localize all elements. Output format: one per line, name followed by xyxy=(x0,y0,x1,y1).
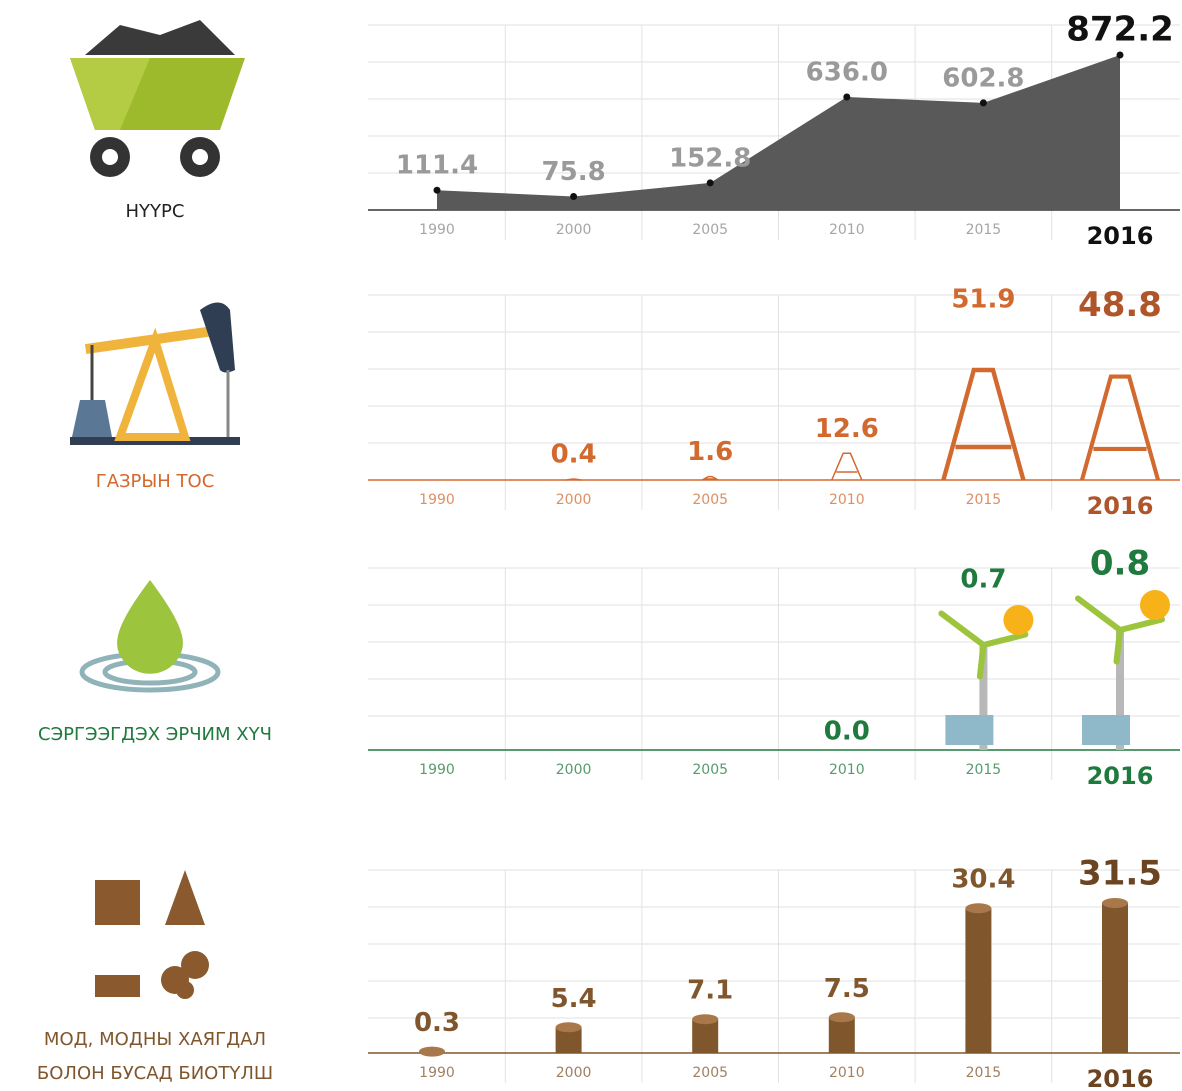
trunk-top xyxy=(692,1014,718,1024)
oil-derrick xyxy=(1082,377,1158,480)
sun xyxy=(1003,605,1033,635)
solar-panel xyxy=(945,715,993,745)
value-label: 48.8 xyxy=(1078,285,1162,325)
x-tick-label: 1990 xyxy=(419,222,455,238)
trunk-top xyxy=(829,1012,855,1022)
x-tick-label: 2015 xyxy=(966,762,1002,778)
x-tick-label: 1990 xyxy=(419,1065,455,1081)
panel-title: ГАЗРЫН ТОС xyxy=(96,471,215,492)
point xyxy=(707,179,714,186)
panel-title: МОД, МОДНЫ ХАЯГДАЛ xyxy=(44,1029,266,1050)
x-tick-label: 2016 xyxy=(1087,762,1154,790)
x-tick-label: 2015 xyxy=(966,1065,1002,1081)
point xyxy=(434,187,441,194)
trunk xyxy=(1102,903,1128,1053)
panel-title: НҮҮРС xyxy=(126,201,185,222)
pumpjack-icon xyxy=(70,303,240,446)
x-tick-label: 2016 xyxy=(1087,1065,1154,1091)
point xyxy=(570,193,577,200)
x-tick-label: 2000 xyxy=(556,222,592,238)
point xyxy=(980,99,987,106)
x-tick-label: 2016 xyxy=(1087,222,1154,250)
value-label: 1.6 xyxy=(687,437,733,467)
value-label: 0.7 xyxy=(960,565,1006,595)
x-tick-label: 2010 xyxy=(829,492,865,508)
x-tick-label: 1990 xyxy=(419,762,455,778)
coal-cart-icon xyxy=(70,20,245,177)
panel-title: СЭРГЭЭГДЭХ ЭРЧИМ ХҮЧ xyxy=(38,724,272,745)
oil-derrick xyxy=(832,453,862,480)
x-tick-label: 1990 xyxy=(419,492,455,508)
turbine-blade xyxy=(980,645,984,677)
value-label: 51.9 xyxy=(951,285,1015,315)
turbine-blade xyxy=(1117,630,1121,662)
trunk-top xyxy=(1102,898,1128,908)
x-tick-label: 2005 xyxy=(692,762,728,778)
x-tick-label: 2010 xyxy=(829,762,865,778)
value-label: 31.5 xyxy=(1078,854,1162,894)
trunk-top xyxy=(556,1022,582,1032)
solar-panel xyxy=(1082,715,1130,745)
infographic: НҮҮРС ГАЗРЫН ТОС СЭРГЭЭГДЭХ ЭРЧИМ ХҮЧ МО… xyxy=(0,0,1182,1091)
value-label: 636.0 xyxy=(806,57,888,87)
x-tick-label: 2010 xyxy=(829,1065,865,1081)
x-tick-label: 2005 xyxy=(692,492,728,508)
x-tick-label: 2005 xyxy=(692,1065,728,1081)
page: {"chart_data": [ {"type": "area", "title… xyxy=(0,0,1182,1091)
turbine-blade xyxy=(1078,599,1120,631)
value-label: 7.5 xyxy=(824,974,870,1004)
x-tick-label: 2010 xyxy=(829,222,865,238)
value-label: 0.0 xyxy=(824,717,870,747)
point xyxy=(843,93,850,100)
value-label: 30.4 xyxy=(951,865,1015,895)
oil-derrick xyxy=(566,479,581,480)
value-label: 152.8 xyxy=(669,143,751,173)
value-label: 75.8 xyxy=(542,157,606,187)
value-label: 111.4 xyxy=(396,151,478,181)
oil-derrick xyxy=(943,370,1023,480)
trunk-top xyxy=(965,903,991,913)
turbine-blade xyxy=(983,635,1025,646)
value-label: 7.1 xyxy=(687,976,733,1006)
wood-icon xyxy=(95,870,209,999)
trunk-top xyxy=(419,1047,445,1057)
value-label: 872.2 xyxy=(1066,10,1174,50)
x-tick-label: 2015 xyxy=(966,492,1002,508)
x-tick-label: 2015 xyxy=(966,222,1002,238)
turbine-blade xyxy=(941,614,983,646)
value-label: 0.8 xyxy=(1090,544,1150,584)
x-tick-label: 2000 xyxy=(556,492,592,508)
drop-icon xyxy=(82,580,218,690)
panel-title: БОЛОН БУСАД БИОТҮЛШ xyxy=(37,1063,273,1084)
x-tick-label: 2005 xyxy=(692,222,728,238)
x-tick-label: 2000 xyxy=(556,762,592,778)
turbine-blade xyxy=(1120,620,1162,631)
trunk xyxy=(829,1017,855,1053)
point xyxy=(1117,52,1124,59)
value-label: 12.6 xyxy=(815,414,879,444)
x-tick-label: 2000 xyxy=(556,1065,592,1081)
oil-derrick xyxy=(702,477,718,480)
sun xyxy=(1140,590,1170,620)
value-label: 5.4 xyxy=(551,984,597,1014)
trunk xyxy=(965,908,991,1053)
x-tick-label: 2016 xyxy=(1087,492,1154,520)
value-label: 602.8 xyxy=(942,63,1024,93)
value-label: 0.3 xyxy=(414,1008,460,1038)
value-label: 0.4 xyxy=(551,440,597,470)
trunk xyxy=(692,1019,718,1053)
